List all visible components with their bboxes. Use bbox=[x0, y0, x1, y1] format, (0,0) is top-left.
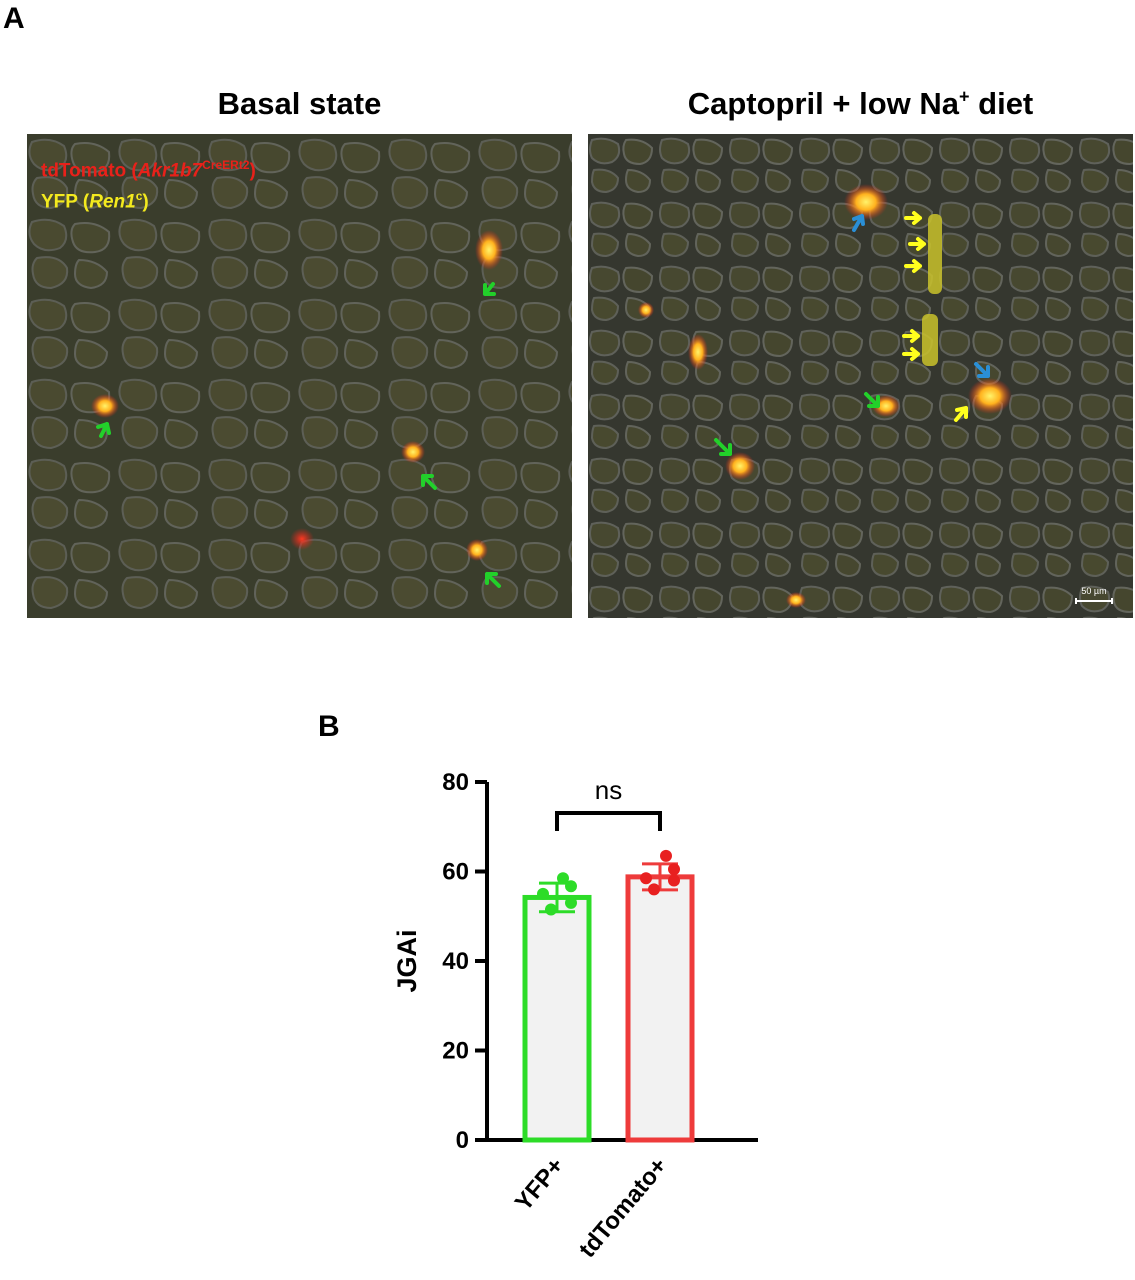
data-point bbox=[565, 896, 577, 909]
legend-tdtomato: tdTomato (Akr1b7CreERt2) bbox=[41, 158, 256, 182]
afferent-arteriole bbox=[922, 314, 938, 366]
legend-yfp-suffix: ) bbox=[142, 191, 149, 213]
panel-b-letter: B bbox=[318, 710, 340, 743]
y-tick-label: 60 bbox=[442, 859, 469, 886]
jgai-bar-chart: 0 20 40 60 80 JGAi YFP+ tdTomato+ ns bbox=[392, 769, 758, 1263]
scale-bar: 50 µm bbox=[1071, 586, 1117, 604]
green-arrow bbox=[421, 474, 437, 490]
green-arrow bbox=[714, 438, 732, 456]
panel-a-letter: A bbox=[3, 2, 25, 35]
x-tick-label: tdTomato+ bbox=[574, 1153, 673, 1263]
yellow-arrow bbox=[904, 259, 922, 273]
jga-cluster bbox=[91, 394, 119, 418]
right-title-sup: + bbox=[959, 86, 970, 107]
right-image-title: Captopril + low Na+ diet bbox=[588, 86, 1133, 122]
yellow-arrow bbox=[902, 329, 920, 343]
legend-yfp: YFP (Ren1c) bbox=[41, 189, 149, 213]
y-axis-label: JGAi bbox=[392, 929, 422, 992]
bar-tdTomato+ bbox=[625, 874, 695, 1143]
legend-yfp-sup: c bbox=[135, 189, 143, 203]
afferent-arteriole bbox=[928, 214, 942, 294]
scale-bar-label: 50 µm bbox=[1081, 586, 1107, 596]
jga-cluster bbox=[725, 452, 755, 480]
data-point bbox=[557, 872, 569, 885]
blue-arrow bbox=[852, 214, 865, 232]
y-tick-label: 80 bbox=[442, 769, 469, 796]
blue-arrow bbox=[974, 362, 990, 378]
legend-yfp-prefix: YFP ( bbox=[41, 191, 90, 213]
data-point bbox=[545, 903, 557, 916]
data-point bbox=[565, 880, 577, 893]
data-point bbox=[537, 887, 549, 900]
green-arrow bbox=[96, 422, 111, 438]
jga-cluster bbox=[401, 441, 425, 463]
jga-cluster bbox=[466, 539, 488, 561]
y-tick-label: 40 bbox=[442, 948, 469, 975]
y-tick-label: 20 bbox=[442, 1038, 469, 1065]
yellow-arrow bbox=[904, 211, 922, 225]
scale-bar-line bbox=[1075, 598, 1113, 604]
jga-cluster bbox=[475, 230, 503, 270]
legend-tdtomato-sup: CreERt2 bbox=[202, 158, 250, 172]
legend-tdtomato-gene: Akr1b7 bbox=[137, 160, 203, 182]
bar-YFP+ bbox=[522, 894, 592, 1143]
data-point bbox=[648, 883, 660, 896]
data-point bbox=[660, 849, 672, 862]
yellow-arrow bbox=[908, 237, 926, 251]
jga-cluster bbox=[844, 184, 888, 220]
green-arrow bbox=[485, 572, 501, 588]
right-title-main: Captopril + low Na bbox=[687, 86, 960, 121]
green-arrow bbox=[483, 282, 496, 296]
jga-cluster bbox=[688, 334, 708, 370]
jga-cluster bbox=[638, 302, 654, 318]
legend-tdtomato-prefix: tdTomato ( bbox=[41, 160, 138, 182]
significance-label: ns bbox=[595, 775, 622, 805]
green-arrow bbox=[864, 392, 880, 408]
jga-cluster bbox=[786, 592, 806, 608]
yellow-arrow bbox=[954, 406, 968, 422]
significance-bracket bbox=[555, 811, 662, 831]
left-image-title: Basal state bbox=[217, 86, 382, 121]
data-point bbox=[640, 872, 652, 885]
captopril-micrograph: 50 µm bbox=[588, 134, 1133, 618]
right-title-end: diet bbox=[969, 86, 1034, 121]
jga-cluster bbox=[968, 378, 1012, 414]
red-cluster bbox=[290, 528, 314, 550]
y-tick-label: 0 bbox=[456, 1127, 469, 1154]
data-point bbox=[668, 863, 680, 876]
yellow-arrow bbox=[902, 347, 920, 361]
x-tick-label: YFP+ bbox=[510, 1153, 570, 1217]
legend-yfp-gene: Ren1 bbox=[89, 191, 136, 213]
legend-tdtomato-suffix: ) bbox=[249, 160, 256, 182]
data-point bbox=[668, 874, 680, 887]
basal-state-micrograph: tdTomato (Akr1b7CreERt2) YFP (Ren1c) bbox=[27, 134, 572, 618]
